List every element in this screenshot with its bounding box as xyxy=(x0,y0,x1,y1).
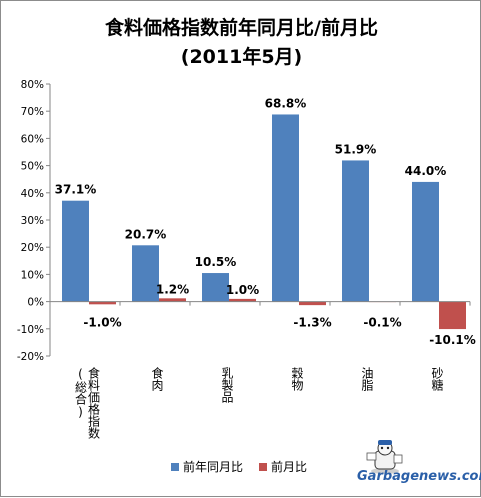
watermark: Garbagenews.com xyxy=(357,469,481,493)
data-label-yoy: 44.0% xyxy=(405,164,447,178)
bar-mom xyxy=(439,302,466,329)
y-tick-label: 60% xyxy=(21,133,44,145)
y-tick-label: 40% xyxy=(21,188,44,200)
y-tick-label: 50% xyxy=(21,161,44,173)
legend-label-yoy: 前年同月比 xyxy=(183,459,243,474)
category-label: 食肉 xyxy=(150,366,164,391)
data-label-mom: -1.3% xyxy=(293,316,331,330)
y-tick-label: 10% xyxy=(21,269,44,281)
data-label-mom: 1.0% xyxy=(226,283,259,297)
data-label-yoy: 37.1% xyxy=(55,183,97,197)
bar-yoy xyxy=(62,201,89,302)
category-label: 乳製品 xyxy=(220,367,234,403)
data-label-yoy: 68.8% xyxy=(265,96,307,110)
category-label: 穀物 xyxy=(290,367,304,391)
y-tick-label: -10% xyxy=(17,324,44,336)
data-label-mom: -1.0% xyxy=(83,316,121,330)
bar-mom xyxy=(299,302,326,306)
y-tick-label: 0% xyxy=(27,297,44,309)
data-label-mom: 1.2% xyxy=(156,282,189,296)
data-label-yoy: 20.7% xyxy=(125,227,167,241)
legend-swatch-mom xyxy=(259,463,267,471)
legend-label-mom: 前月比 xyxy=(271,459,307,474)
category-label: (総合) xyxy=(74,367,88,419)
category-label: 砂糖 xyxy=(430,367,444,392)
bar-yoy xyxy=(412,182,439,302)
data-label-mom: -10.1% xyxy=(429,333,476,347)
y-tick-label: 30% xyxy=(21,215,44,227)
y-tick-label: 70% xyxy=(21,106,44,118)
y-tick-label: 80% xyxy=(21,79,44,91)
bar-yoy xyxy=(342,160,369,301)
data-label-mom: -0.1% xyxy=(363,316,401,330)
y-tick-label: -20% xyxy=(17,351,44,363)
data-label-yoy: 51.9% xyxy=(335,142,377,156)
bar-yoy xyxy=(272,114,299,301)
data-label-yoy: 10.5% xyxy=(195,255,237,269)
category-label: 食料価格指数 xyxy=(87,366,101,440)
category-label: 油脂 xyxy=(360,367,374,392)
y-tick-label: 20% xyxy=(21,242,44,254)
legend-swatch-yoy xyxy=(171,463,179,471)
